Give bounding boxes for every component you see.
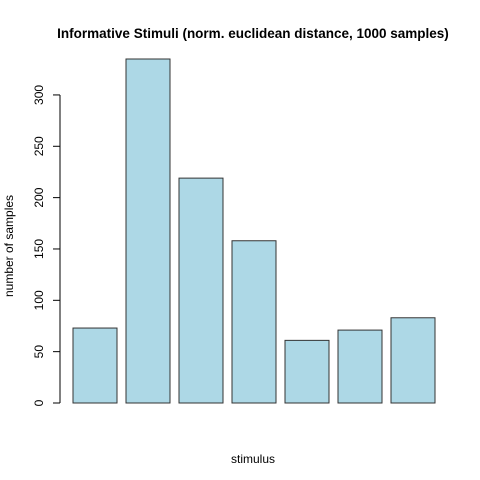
y-tick-label-0: 0 [32, 399, 46, 406]
bars-group [72, 58, 436, 404]
y-tick-label-200: 200 [32, 187, 46, 207]
bar-4 [231, 240, 277, 404]
y-tick-label-100: 100 [32, 290, 46, 310]
y-axis: 0 50 100 150 200 250 300 [32, 85, 61, 406]
bar-1 [72, 327, 118, 404]
y-tick-label-50: 50 [32, 345, 46, 359]
bar-6 [337, 329, 383, 404]
y-tick-label-300: 300 [32, 85, 46, 105]
bar-5 [284, 339, 330, 404]
y-tick-label-250: 250 [32, 136, 46, 156]
x-axis-label: stimulus [231, 452, 275, 466]
y-tick-label-150: 150 [32, 239, 46, 259]
chart-title: Informative Stimuli (norm. euclidean dis… [57, 26, 449, 41]
bar-2 [125, 58, 171, 404]
bar-3 [178, 177, 224, 404]
bar-7 [390, 317, 436, 404]
y-axis-label: number of samples [2, 195, 16, 297]
